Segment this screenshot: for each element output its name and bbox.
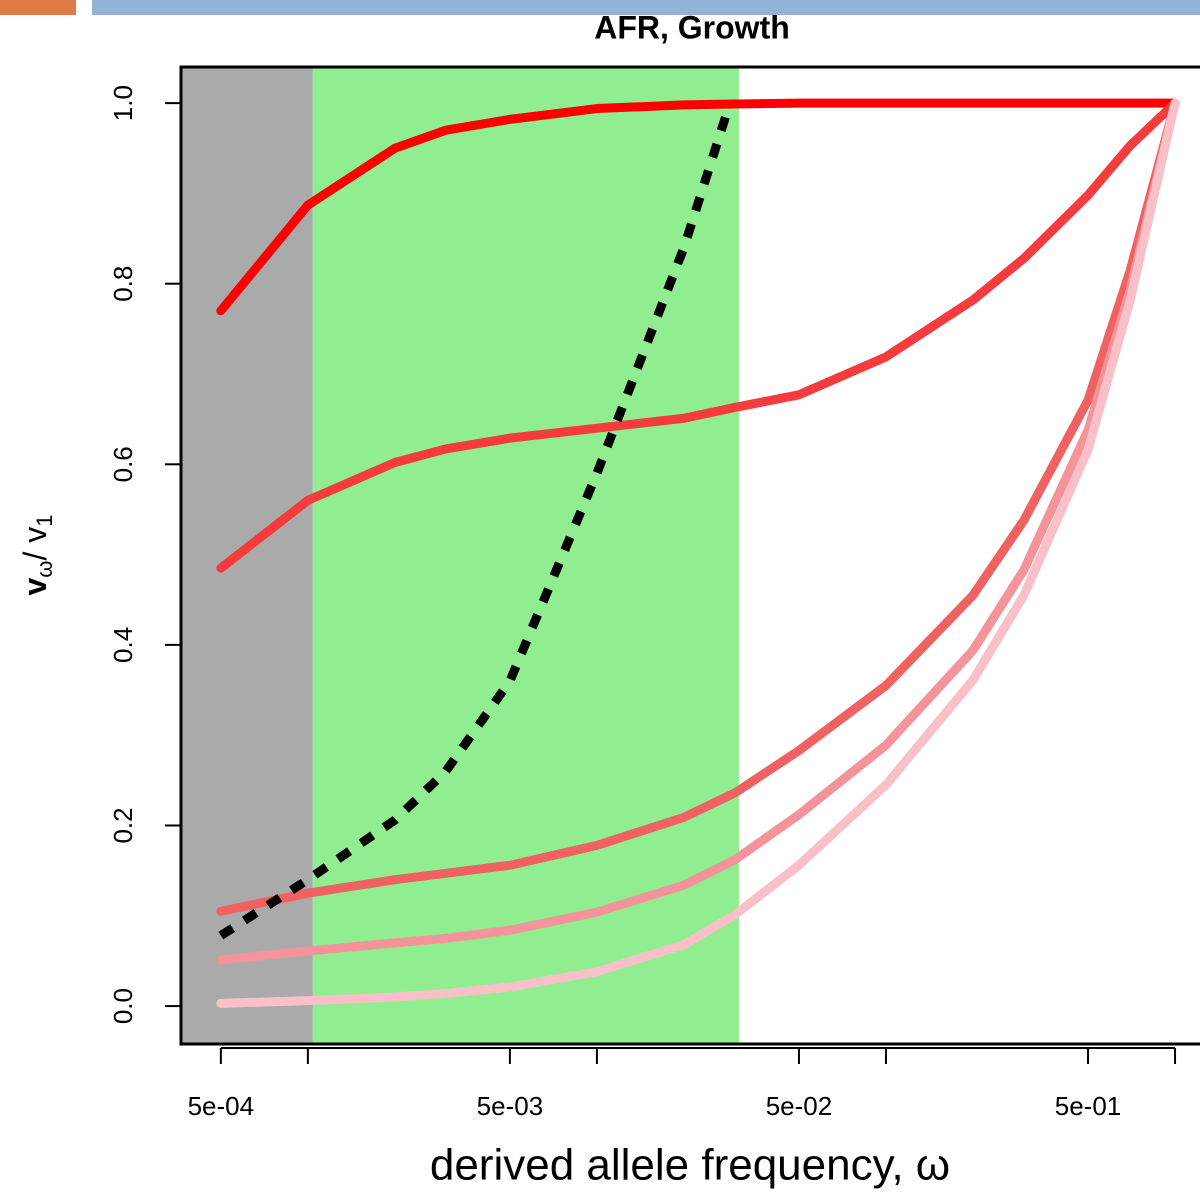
x-tick-label: 5e-04 (188, 1091, 255, 1121)
y-tick-label: 0.6 (108, 446, 138, 482)
slide-header-bar (92, 0, 1200, 15)
chart-title: AFR, Growth (594, 9, 790, 45)
line (216, 98, 1180, 916)
x-tick-label: 5e-02 (766, 1091, 833, 1121)
x-axis-label: derived allele frequency, ω (430, 1141, 950, 1190)
x-tick-label: 5e-03 (477, 1091, 544, 1121)
y-axis-label: vω/ v1 (17, 514, 56, 595)
line (216, 98, 1180, 573)
x-tick-label: 5e-01 (1055, 1091, 1122, 1121)
y-label-part: ω (32, 561, 57, 578)
line (216, 98, 1180, 316)
dashed-line (218, 113, 731, 940)
slide-accent (0, 0, 76, 15)
line (216, 98, 1180, 965)
y-tick-label: 0.0 (108, 988, 138, 1024)
y-label-part: 1 (32, 514, 57, 526)
y-label-part: v (17, 578, 53, 596)
y-tick-label: 0.2 (108, 807, 138, 843)
y-tick-label: 0.8 (108, 266, 138, 302)
y-tick-label: 1.0 (108, 85, 138, 121)
y-label-part: / v (17, 527, 53, 561)
shaded-region (312, 67, 739, 1044)
y-tick-label: 0.4 (108, 627, 138, 663)
line (216, 98, 1180, 1008)
